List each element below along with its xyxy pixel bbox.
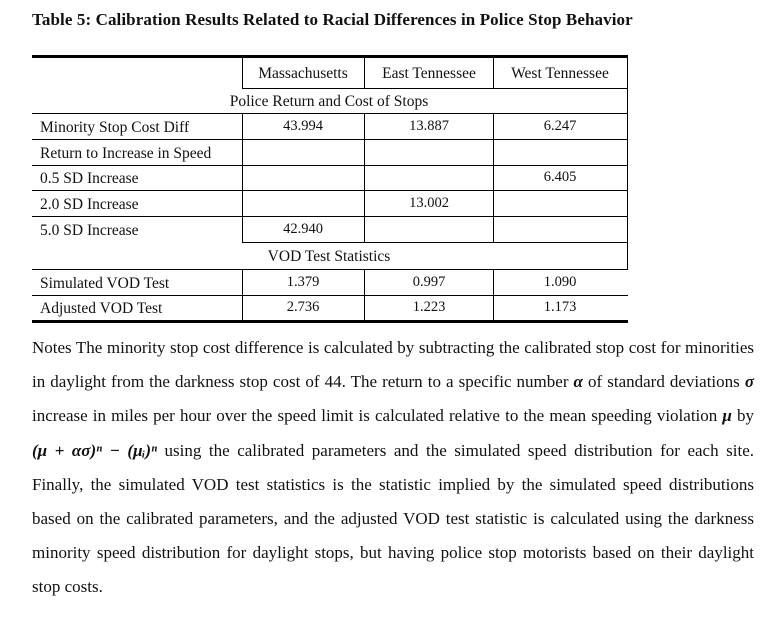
col-rule xyxy=(242,113,243,242)
top-rule xyxy=(32,55,628,58)
table-cell: 1.379 xyxy=(286,274,320,290)
rule xyxy=(32,269,628,270)
col-rule xyxy=(627,88,628,114)
rule xyxy=(242,242,628,243)
table-title: Table 5: Calibration Results Related to … xyxy=(32,10,633,29)
row-label: Simulated VOD Test xyxy=(40,275,170,292)
col-rule xyxy=(493,269,494,321)
col-rule xyxy=(364,55,365,89)
notes-text: of standard deviations xyxy=(582,372,745,392)
sigma-symbol: σ xyxy=(744,372,754,392)
notes-text: by xyxy=(731,406,754,426)
mu-symbol: μ xyxy=(722,406,732,426)
table-notes: Notes The minority stop cost difference … xyxy=(32,331,754,605)
notes-text: using the calibrated parameters and the … xyxy=(32,440,755,597)
col-rule xyxy=(364,269,365,321)
alpha-symbol: α xyxy=(573,372,583,392)
notes-text: Notes The minority stop cost difference … xyxy=(32,338,754,392)
formula: (μ + ασ)ⁿ − (μᵢ)ⁿ xyxy=(32,440,157,460)
col-rule xyxy=(493,55,494,89)
table-cell: 6.247 xyxy=(543,118,577,134)
table-cell: 42.940 xyxy=(283,221,323,237)
calibration-table: Massachusetts East Tennessee West Tennes… xyxy=(32,55,628,325)
table-cell: 2.736 xyxy=(286,299,320,315)
table-cell: 0.997 xyxy=(412,274,446,290)
column-header-west-tennessee: West Tennessee xyxy=(511,65,609,82)
section-header-vod-test: VOD Test Statistics xyxy=(267,248,391,265)
col-rule xyxy=(364,113,365,242)
rule xyxy=(242,88,628,89)
row-label: Adjusted VOD Test xyxy=(40,300,163,317)
rule xyxy=(32,295,628,296)
table-cell: 1.223 xyxy=(412,299,446,315)
table-cell: 13.002 xyxy=(409,195,449,211)
rule xyxy=(32,216,628,217)
rule xyxy=(32,165,628,166)
rule xyxy=(32,139,628,140)
col-rule xyxy=(242,55,243,89)
section-header-police-return: Police Return and Cost of Stops xyxy=(229,93,429,110)
table-cell: 43.994 xyxy=(283,118,323,134)
table-cell: 1.173 xyxy=(543,299,577,315)
table-cell: 6.405 xyxy=(543,169,577,185)
bottom-rule xyxy=(32,320,628,323)
rule xyxy=(32,190,628,191)
row-label: Return to Increase in Speed xyxy=(40,145,212,162)
col-rule xyxy=(242,269,243,321)
column-header-east-tennessee: East Tennessee xyxy=(382,65,476,82)
col-rule xyxy=(627,55,628,89)
rule xyxy=(32,113,628,114)
col-rule xyxy=(627,113,628,242)
col-rule xyxy=(493,113,494,242)
row-label: 2.0 SD Increase xyxy=(40,196,139,213)
row-label: 5.0 SD Increase xyxy=(40,222,139,239)
table-cell: 1.090 xyxy=(543,274,577,290)
col-rule xyxy=(627,242,628,269)
row-label: 0.5 SD Increase xyxy=(40,170,139,187)
notes-text: increase in miles per hour over the spee… xyxy=(32,406,723,426)
row-label: Minority Stop Cost Diff xyxy=(40,119,190,136)
column-header-massachusetts: Massachusetts xyxy=(258,65,348,82)
table-cell: 13.887 xyxy=(409,118,449,134)
